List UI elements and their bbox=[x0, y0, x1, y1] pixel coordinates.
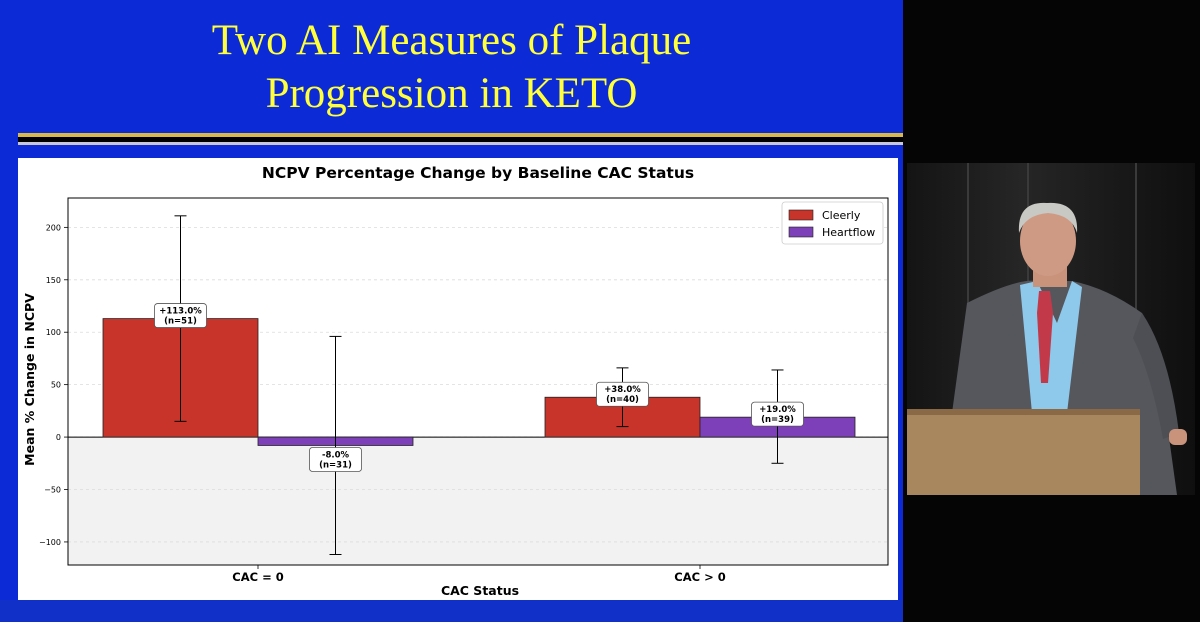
title-divider bbox=[18, 133, 903, 147]
y-tick-label: −50 bbox=[44, 486, 61, 495]
y-axis-label: Mean % Change in NCPV bbox=[22, 293, 37, 466]
y-tick-label: 100 bbox=[46, 328, 61, 337]
legend-swatch-cleerly bbox=[788, 209, 814, 221]
data-label-value: -8.0% bbox=[322, 450, 350, 460]
data-label-box bbox=[154, 303, 207, 328]
y-tick-label: −100 bbox=[39, 538, 61, 547]
plot-frame bbox=[67, 197, 889, 566]
slide-title-line-2: Progression in KETO bbox=[265, 70, 638, 117]
data-label-n: (n=39) bbox=[761, 415, 794, 425]
y-tick-label: 150 bbox=[46, 276, 61, 285]
slide-title: Two AI Measures of Plaque Progression in… bbox=[0, 14, 903, 120]
slide-footer-strip bbox=[0, 600, 903, 622]
legend-label-heartflow: Heartflow bbox=[822, 226, 875, 239]
data-label-box bbox=[751, 401, 804, 427]
x-tick-label: CAC = 0 bbox=[232, 570, 283, 584]
y-tick-label: 200 bbox=[46, 223, 61, 232]
x-tick-label: CAC > 0 bbox=[674, 570, 725, 584]
legend-swatch-heartflow bbox=[788, 226, 814, 238]
data-label-n: (n=40) bbox=[606, 395, 639, 405]
chart-panel: NCPV Percentage Change by Baseline CAC S… bbox=[18, 158, 898, 600]
legend-label-cleerly: Cleerly bbox=[822, 209, 861, 222]
data-label-n: (n=31) bbox=[319, 460, 352, 470]
bar-chart: NCPV Percentage Change by Baseline CAC S… bbox=[22, 164, 889, 598]
chart-title: NCPV Percentage Change by Baseline CAC S… bbox=[262, 164, 694, 182]
negative-region-shade bbox=[68, 437, 888, 565]
data-label-n: (n=51) bbox=[164, 317, 197, 327]
slide-title-line-1: Two AI Measures of Plaque bbox=[211, 17, 692, 64]
data-label-value: +19.0% bbox=[759, 405, 796, 415]
podium bbox=[907, 409, 1140, 495]
presentation-slide: Two AI Measures of Plaque Progression in… bbox=[0, 0, 903, 622]
speaker-video bbox=[907, 163, 1195, 495]
y-tick-label: 50 bbox=[51, 381, 61, 390]
data-label-box bbox=[309, 447, 362, 472]
data-label-value: +113.0% bbox=[159, 307, 202, 317]
data-label-box bbox=[596, 381, 649, 407]
x-axis-label: CAC Status bbox=[441, 583, 519, 598]
data-label-value: +38.0% bbox=[604, 385, 641, 395]
y-tick-label: 0 bbox=[56, 433, 61, 442]
